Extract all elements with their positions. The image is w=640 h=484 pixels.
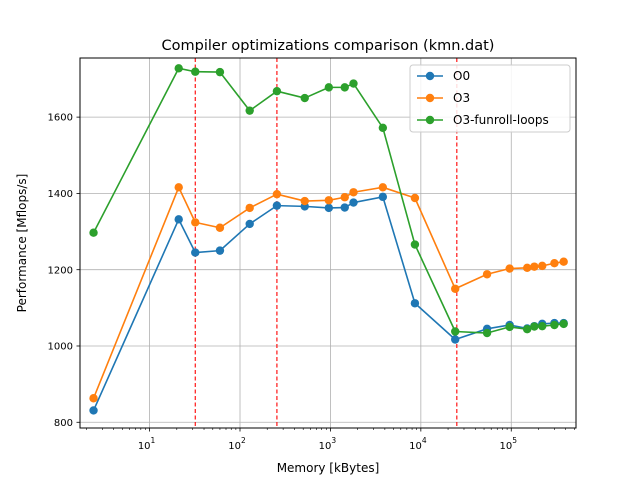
x-tick-label-base: 10 [228,441,241,452]
data-point [482,270,492,279]
data-point [324,203,334,213]
y-tick-label: 1000 [48,342,73,353]
data-point [340,83,349,92]
data-point [215,67,225,77]
x-tick-label-exponent: 1 [151,436,156,445]
data-point [349,188,358,197]
data-point [451,327,460,336]
data-point [559,257,568,266]
data-point [410,299,420,308]
data-point [174,215,183,224]
data-point [522,325,532,334]
x-tick-label-exponent: 5 [512,436,517,445]
legend-label: O0 [453,69,470,83]
data-point [272,189,282,199]
data-point [272,86,282,96]
x-tick-label: 102 [228,436,246,452]
data-point [505,322,514,332]
data-point [538,261,547,271]
legend-marker [425,115,435,125]
data-point [530,262,539,271]
data-point [522,263,532,272]
data-point [378,192,388,202]
data-point [410,240,420,249]
data-point [482,328,492,338]
x-tick-label-base: 10 [409,441,422,452]
x-tick-label: 101 [138,436,156,452]
series-layer [89,64,568,415]
y-tick-label: 1400 [48,189,73,200]
data-point [378,123,388,133]
x-tick-label: 104 [409,436,427,452]
legend-marker [425,93,435,103]
data-point [272,201,282,210]
data-point [191,218,200,227]
data-point [349,198,358,207]
data-point [191,67,200,76]
data-point [245,203,254,213]
data-point [215,223,225,232]
data-point [89,406,98,415]
legend-box [409,64,571,133]
data-point [245,219,254,229]
data-point [174,64,183,73]
data-point [410,193,420,203]
chart-title: Compiler optimizations comparison (kmn.d… [162,38,495,54]
legend-label: O3 [453,91,470,105]
data-point [550,259,559,268]
data-point [324,196,334,205]
data-point [505,264,514,273]
x-tick-label-base: 10 [319,441,332,452]
series-o3 [89,183,568,403]
data-point [174,183,183,192]
data-point [451,335,460,344]
data-point [340,203,349,212]
legend-marker [425,71,435,81]
y-tick-label: 1200 [48,265,73,276]
data-point [215,246,225,255]
x-tick-label-base: 10 [500,441,513,452]
data-point [191,248,200,257]
series-o3-funroll-loops [89,64,568,338]
data-point [89,394,98,403]
x-tick-label-exponent: 3 [331,436,336,445]
legend-label: O3-funroll-loops [453,113,549,127]
y-axis-label: Performance [Mflops/s] [15,174,29,313]
data-point [300,196,309,206]
x-tick-label: 103 [319,436,337,452]
data-point [538,321,547,331]
data-point [300,93,309,103]
data-point [378,183,388,192]
data-point [245,106,254,115]
data-point [340,193,349,202]
data-point [550,320,559,330]
x-axis-label: Memory [kBytes] [277,461,380,475]
y-tick-label: 800 [54,418,73,429]
data-point [324,83,334,92]
data-point [559,319,568,329]
y-tick-label: 1600 [48,113,73,124]
data-point [451,284,460,293]
x-tick-label-base: 10 [138,441,151,452]
x-tick-label: 105 [500,436,518,452]
data-point [349,79,358,88]
x-tick-label-exponent: 4 [422,436,427,445]
plot-frame [79,57,577,429]
data-point [89,228,98,237]
legend: O0 O3 O3-funroll-loops [409,64,571,133]
data-point [530,322,539,331]
x-tick-label-exponent: 2 [241,436,246,445]
